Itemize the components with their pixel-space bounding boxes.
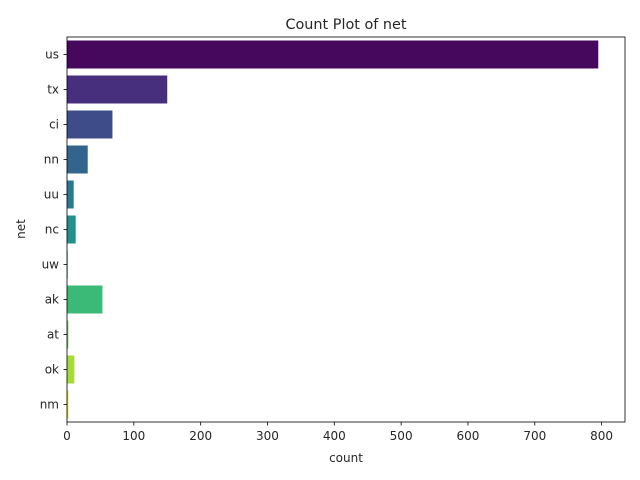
- y-tick-label-ok: ok: [45, 363, 59, 377]
- bar-tx: [67, 75, 168, 104]
- y-tick-label-tx: tx: [47, 83, 59, 97]
- plot-frame: [66, 36, 626, 423]
- y-tick-label-nm: nm: [40, 398, 59, 412]
- y-tick-label-nn: nn: [44, 153, 59, 167]
- x-tick-label-600: 600: [457, 429, 480, 443]
- bar-ok: [67, 355, 75, 384]
- x-tick-label-700: 700: [523, 429, 546, 443]
- x-tick-label-0: 0: [63, 429, 71, 443]
- bar-nc: [67, 215, 76, 244]
- y-tick-label-uu: uu: [44, 188, 59, 202]
- x-tick-label-200: 200: [189, 429, 212, 443]
- x-tick-label-100: 100: [122, 429, 145, 443]
- y-tick-label-nc: nc: [45, 223, 59, 237]
- bar-nn: [67, 145, 88, 174]
- bar-ak: [67, 285, 103, 314]
- y-tick-label-at: at: [47, 328, 59, 342]
- y-tick-label-us: us: [45, 48, 59, 62]
- bars-group: [67, 40, 599, 419]
- x-tick-label-300: 300: [256, 429, 279, 443]
- bar-us: [67, 40, 599, 69]
- bar-ci: [67, 110, 113, 139]
- x-axis-label: count: [329, 451, 363, 465]
- y-tick-label-ci: ci: [49, 118, 59, 132]
- chart-title: Count Plot of net: [285, 17, 406, 33]
- y-axis-label: net: [14, 219, 28, 239]
- y-axis-ticks: us tx ci nn uu nc uw ak at ok nm: [40, 48, 67, 412]
- x-tick-label-400: 400: [323, 429, 346, 443]
- y-tick-label-uw: uw: [42, 258, 60, 272]
- x-axis-ticks: 0 100 200 300 400 500 600 700 800: [63, 422, 613, 443]
- x-tick-label-800: 800: [590, 429, 613, 443]
- y-tick-label-ak: ak: [45, 293, 59, 307]
- x-tick-label-500: 500: [390, 429, 413, 443]
- bar-nm: [67, 390, 69, 419]
- bar-at: [67, 320, 69, 349]
- bar-uu: [67, 180, 74, 209]
